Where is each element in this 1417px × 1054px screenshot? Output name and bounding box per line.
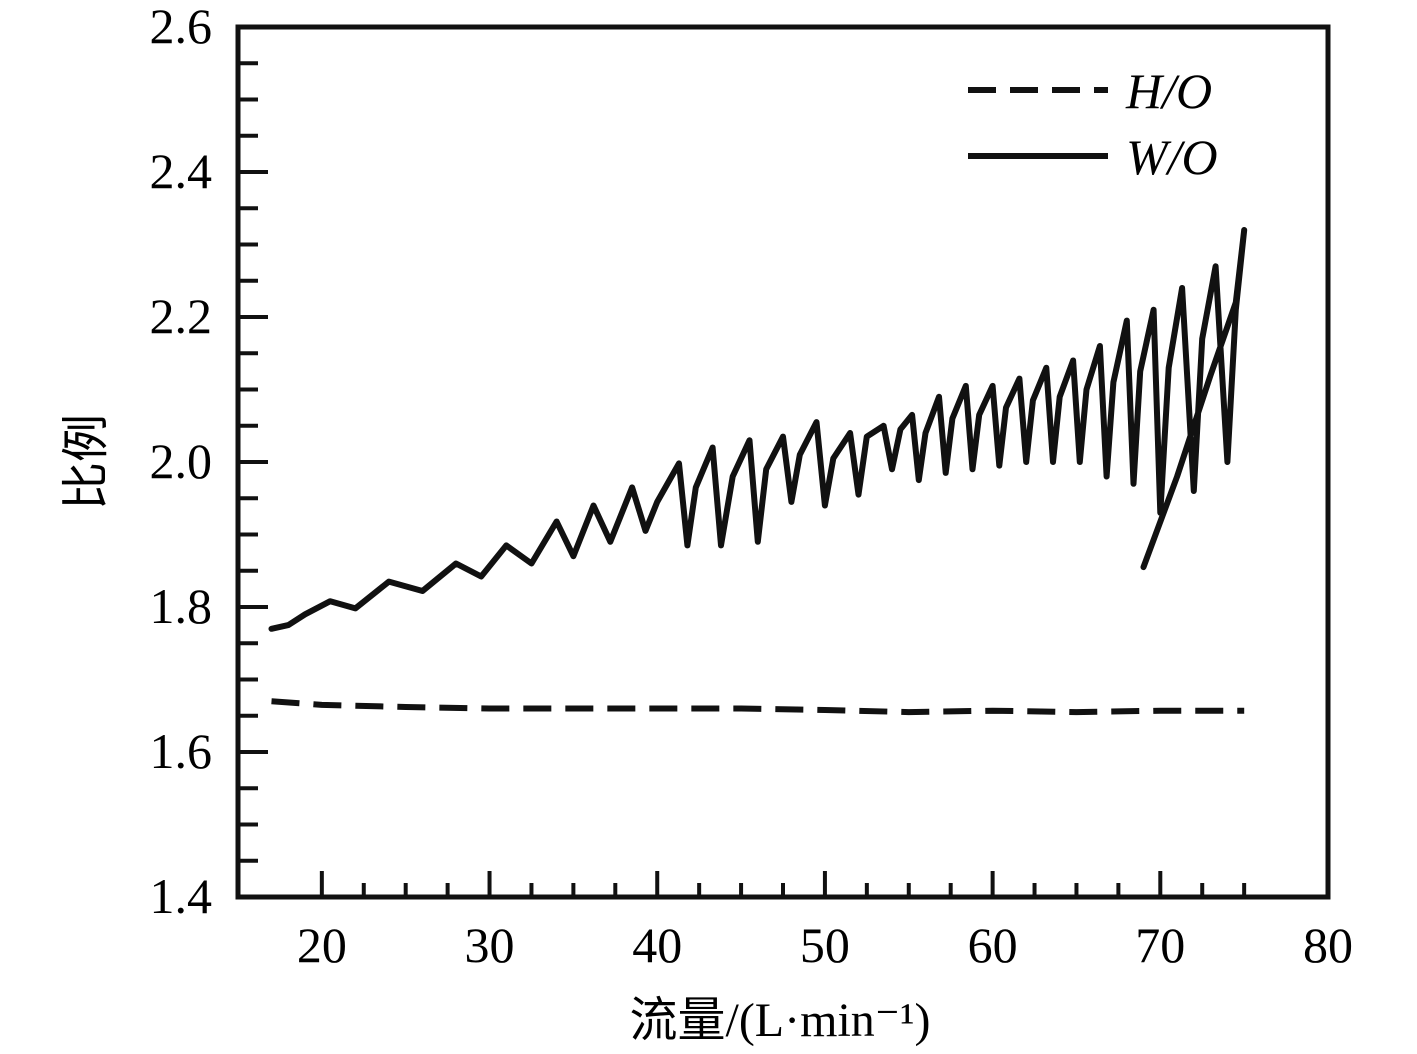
x-axis-title: 流量/(L·min⁻¹)	[629, 994, 930, 1047]
x-tick-label: 50	[800, 917, 850, 973]
y-tick-label: 1.4	[150, 868, 213, 924]
series-layer	[268, 227, 1248, 716]
y-tick-label: 1.6	[150, 723, 213, 779]
x-tick-label: 40	[632, 917, 682, 973]
y-tick-label: 2.0	[150, 433, 213, 489]
y-tick-label: 2.2	[150, 288, 213, 344]
x-tick-label: 20	[297, 917, 347, 973]
legend: H/O W/O	[968, 63, 1218, 185]
axis-ticks	[238, 61, 1247, 897]
y-tick-label: 1.8	[150, 578, 213, 634]
series-line-w-o	[268, 227, 1248, 632]
x-tick-label: 60	[968, 917, 1018, 973]
legend-label: H/O	[1125, 63, 1212, 119]
y-tick-label: 2.4	[150, 143, 213, 199]
x-tick-label: 30	[465, 917, 515, 973]
x-tick-label: 70	[1135, 917, 1185, 973]
x-tick-label: 80	[1303, 917, 1353, 973]
y-axis-title: 比例	[60, 414, 113, 510]
x-tick-labels: 20 30 40 50 60 70 80	[297, 917, 1353, 973]
y-tick-labels: 1.4 1.6 1.8 2.0 2.2 2.4 2.6	[150, 0, 213, 924]
legend-label: W/O	[1126, 129, 1218, 185]
y-tick-label: 2.6	[150, 0, 213, 54]
series-line-h-o	[271, 698, 1245, 716]
